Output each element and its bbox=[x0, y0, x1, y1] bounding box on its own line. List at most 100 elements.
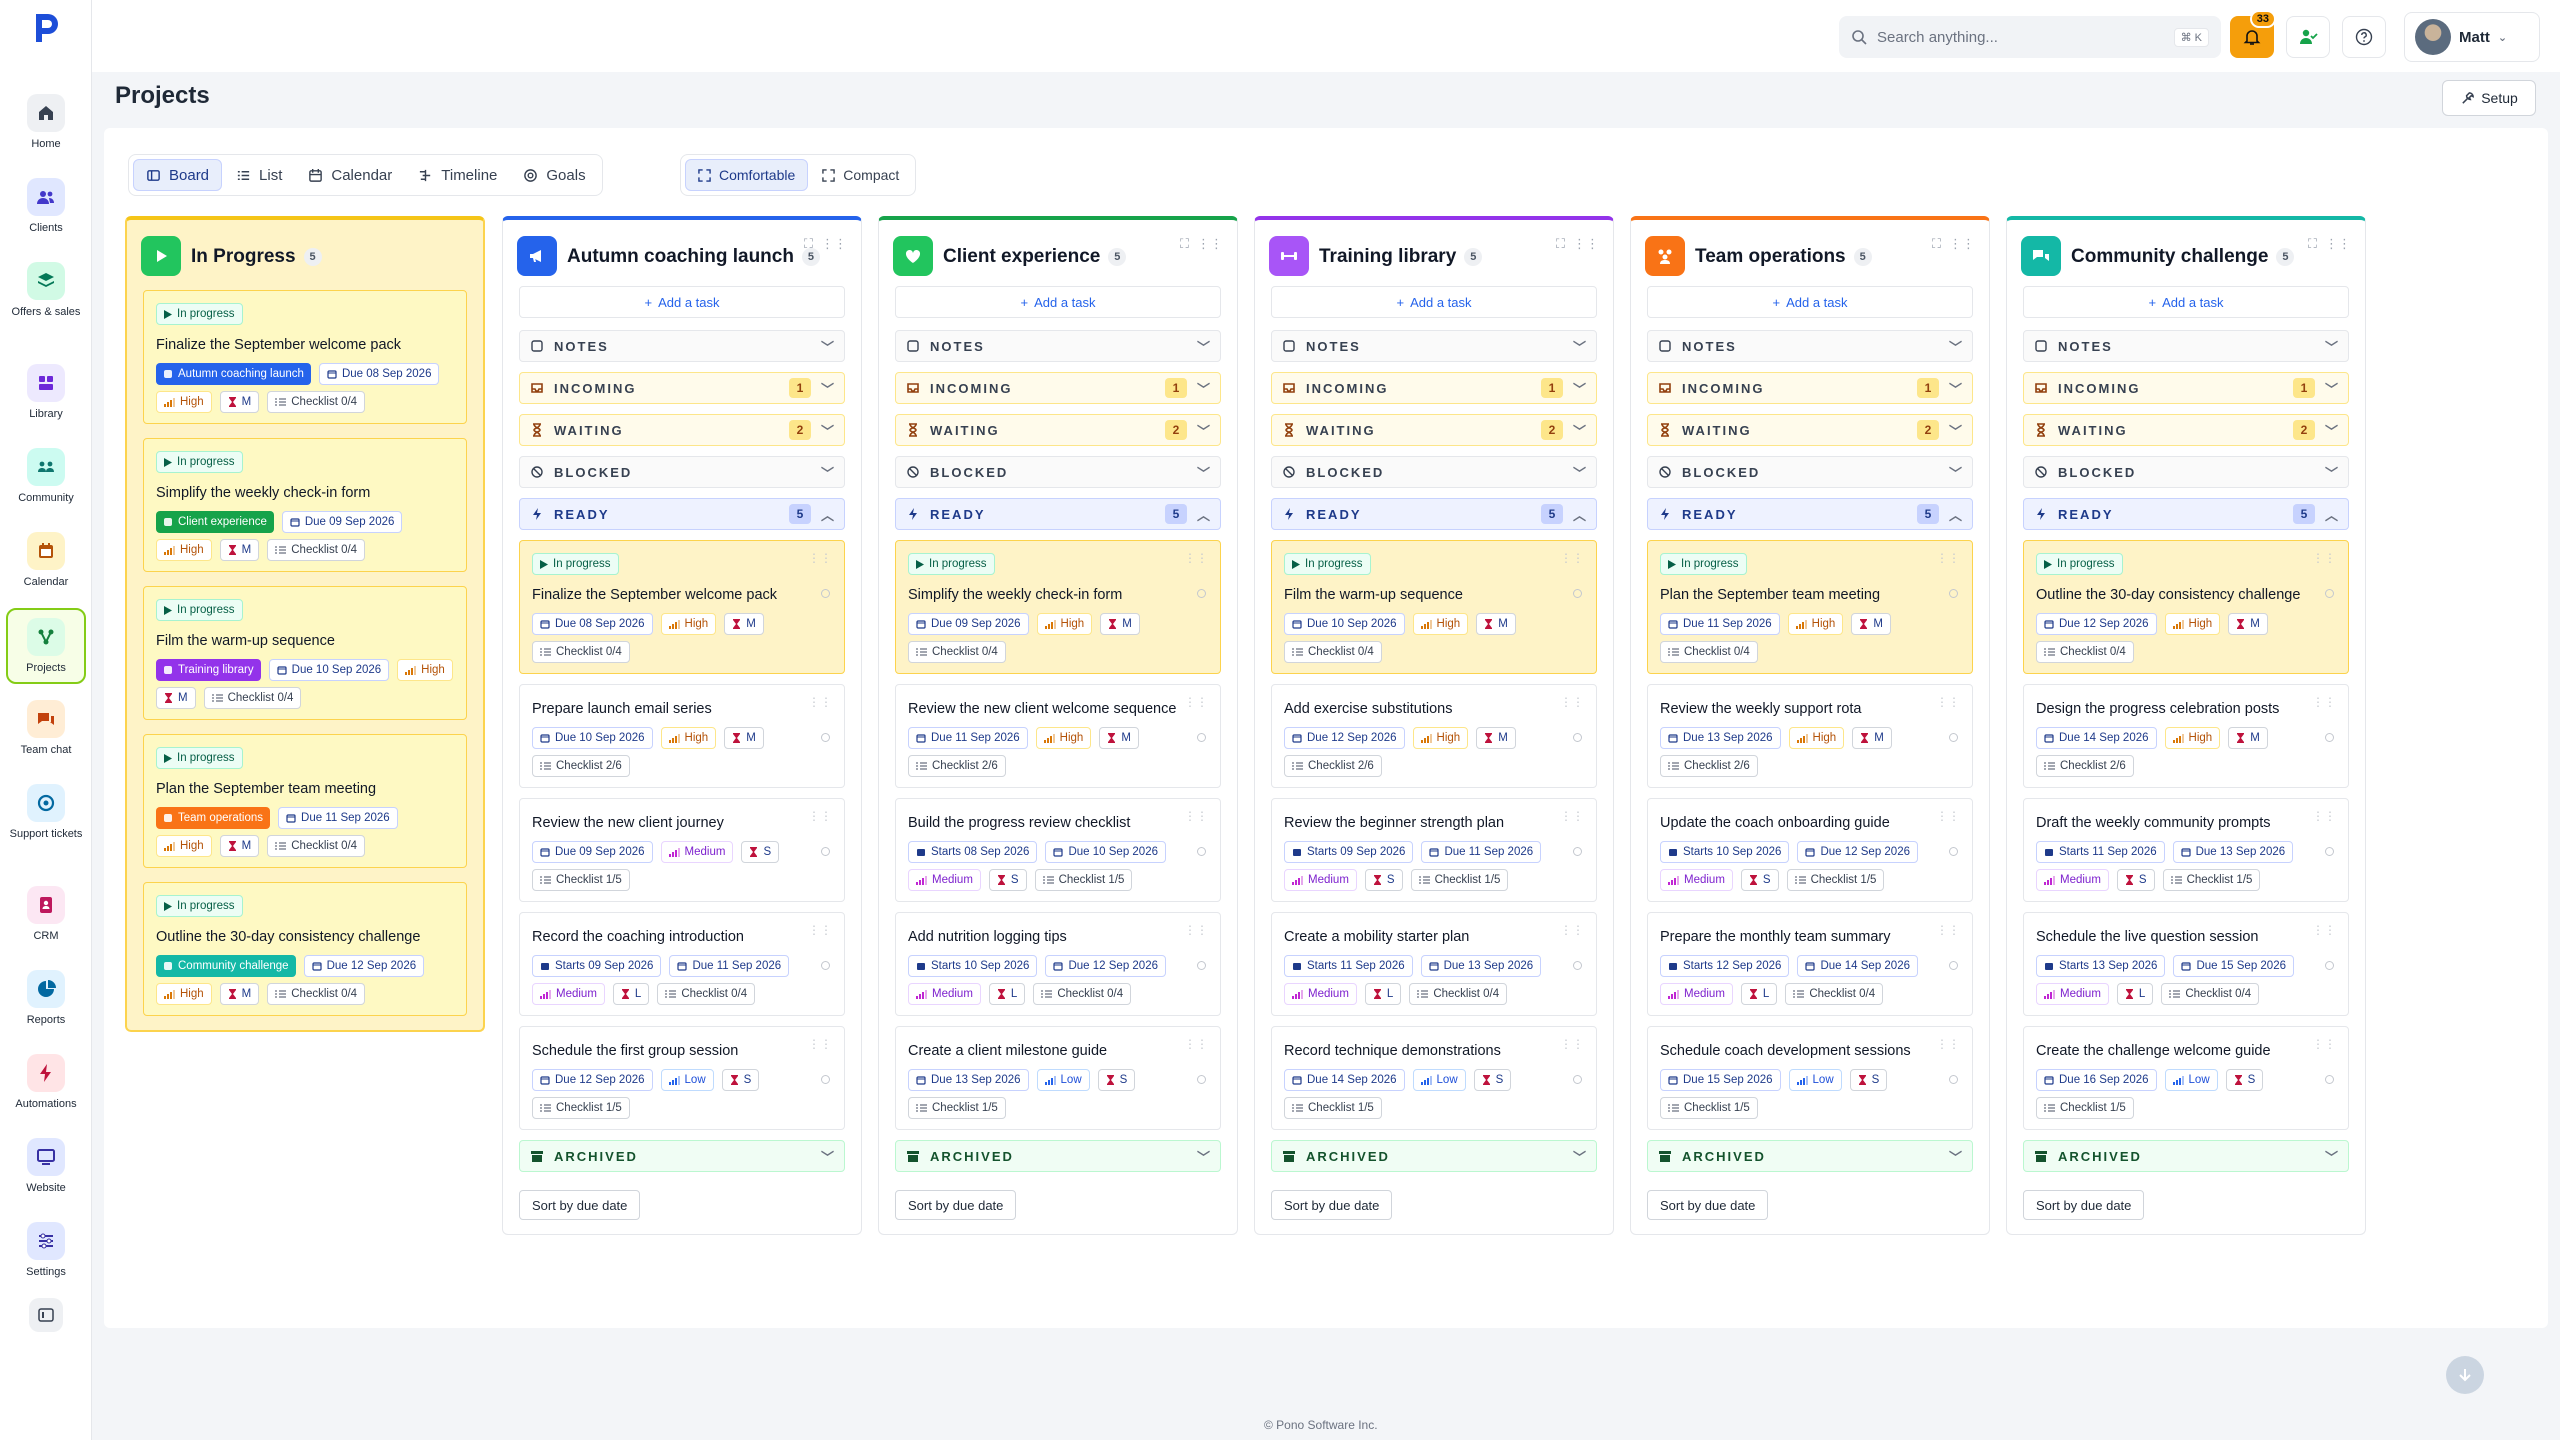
add-task-button[interactable]: + Add a task bbox=[1647, 286, 1973, 318]
chevron-up-icon[interactable]: ︿ bbox=[1948, 507, 1962, 523]
chevron-down-icon[interactable]: ﹀ bbox=[1948, 339, 1962, 355]
drag-handle-icon[interactable]: ⋮⋮ bbox=[2312, 1037, 2336, 1051]
drag-handle-icon[interactable]: ⋮⋮ bbox=[1573, 236, 1599, 251]
task-card[interactable]: ⋮⋮ In progress Film the warm-up sequence Du… bbox=[1271, 540, 1597, 674]
section-waiting[interactable]: WAITING 2 ﹀ bbox=[1647, 414, 1973, 446]
drag-handle-icon[interactable]: ⋮⋮ bbox=[1560, 695, 1584, 709]
section-incoming[interactable]: INCOMING 1 ﹀ bbox=[895, 372, 1221, 404]
sidebar-item-offers[interactable]: Offers & sales bbox=[6, 254, 86, 330]
section-incoming[interactable]: INCOMING 1 ﹀ bbox=[1271, 372, 1597, 404]
drag-handle-icon[interactable]: ⋮⋮ bbox=[808, 1037, 832, 1051]
task-card[interactable]: ⋮⋮ Review the weekly support rota Due 13 S… bbox=[1647, 684, 1973, 788]
drag-handle-icon[interactable]: ⋮⋮ bbox=[821, 236, 847, 251]
drag-handle-icon[interactable]: ⋮⋮ bbox=[1936, 1037, 1960, 1051]
project-chip[interactable]: Training library bbox=[156, 659, 261, 681]
complete-toggle[interactable] bbox=[1949, 589, 1958, 598]
chevron-down-icon[interactable]: ﹀ bbox=[1572, 339, 1586, 355]
drag-handle-icon[interactable]: ⋮⋮ bbox=[1949, 236, 1975, 251]
expand-icon[interactable]: ⛶ bbox=[2307, 236, 2317, 251]
expand-icon[interactable]: ⛶ bbox=[1555, 236, 1565, 251]
chevron-down-icon[interactable]: ﹀ bbox=[2324, 465, 2338, 481]
drag-handle-icon[interactable]: ⋮⋮ bbox=[1184, 695, 1208, 709]
drag-handle-icon[interactable]: ⋮⋮ bbox=[1560, 809, 1584, 823]
task-card[interactable]: ⋮⋮ Design the progress celebration posts D… bbox=[2023, 684, 2349, 788]
section-ready[interactable]: READY 5 ︿ bbox=[519, 498, 845, 530]
sidebar-item-automations[interactable]: Automations bbox=[6, 1046, 86, 1122]
tab-calendar[interactable]: Calendar bbox=[296, 159, 404, 191]
section-archived[interactable]: ARCHIVED ﹀ bbox=[895, 1140, 1221, 1172]
task-card[interactable]: ⋮⋮ Create a mobility starter plan Starts 1… bbox=[1271, 912, 1597, 1016]
drag-handle-icon[interactable]: ⋮⋮ bbox=[1560, 1037, 1584, 1051]
complete-toggle[interactable] bbox=[821, 1075, 830, 1084]
drag-handle-icon[interactable]: ⋮⋮ bbox=[1184, 923, 1208, 937]
chevron-down-icon[interactable]: ﹀ bbox=[2324, 339, 2338, 355]
tab-board[interactable]: Board bbox=[133, 159, 223, 191]
add-task-button[interactable]: + Add a task bbox=[1271, 286, 1597, 318]
chevron-down-icon[interactable]: ﹀ bbox=[2324, 1149, 2338, 1165]
tab-timeline[interactable]: Timeline bbox=[406, 159, 509, 191]
sidebar-item-website[interactable]: Website bbox=[6, 1130, 86, 1206]
task-card[interactable]: ⋮⋮ Review the new client journey Due 09 Se… bbox=[519, 798, 845, 902]
task-card[interactable]: ⋮⋮ Schedule the live question session Star… bbox=[2023, 912, 2349, 1016]
add-task-button[interactable]: + Add a task bbox=[2023, 286, 2349, 318]
complete-toggle[interactable] bbox=[1949, 847, 1958, 856]
task-card[interactable]: In progress Outline the 30-day consistenc… bbox=[143, 882, 467, 1016]
chevron-down-icon[interactable]: ﹀ bbox=[1196, 465, 1210, 481]
task-card[interactable]: ⋮⋮ Record technique demonstrations Due 14 … bbox=[1271, 1026, 1597, 1130]
task-card[interactable]: ⋮⋮ In progress Outline the 30-day consiste… bbox=[2023, 540, 2349, 674]
task-card[interactable]: ⋮⋮ Create the challenge welcome guide Due … bbox=[2023, 1026, 2349, 1130]
expand-icon[interactable]: ⛶ bbox=[1179, 236, 1189, 251]
sort-by-due-date-button[interactable]: Sort by due date bbox=[519, 1190, 641, 1220]
setup-button[interactable]: Setup bbox=[2442, 80, 2536, 116]
sidebar-item-settings[interactable]: Settings bbox=[6, 1214, 86, 1290]
complete-toggle[interactable] bbox=[1197, 733, 1206, 742]
drag-handle-icon[interactable]: ⋮⋮ bbox=[1936, 809, 1960, 823]
section-archived[interactable]: ARCHIVED ﹀ bbox=[1271, 1140, 1597, 1172]
complete-toggle[interactable] bbox=[1949, 961, 1958, 970]
section-notes[interactable]: NOTES ﹀ bbox=[895, 330, 1221, 362]
task-card[interactable]: ⋮⋮ Draft the weekly community prompts Star… bbox=[2023, 798, 2349, 902]
task-card[interactable]: ⋮⋮ Build the progress review checklist Sta… bbox=[895, 798, 1221, 902]
task-card[interactable]: ⋮⋮ Record the coaching introduction Starts… bbox=[519, 912, 845, 1016]
section-ready[interactable]: READY 5 ︿ bbox=[1271, 498, 1597, 530]
task-card[interactable]: ⋮⋮ Prepare launch email series Due 10 Sep … bbox=[519, 684, 845, 788]
section-ready[interactable]: READY 5 ︿ bbox=[2023, 498, 2349, 530]
task-card[interactable]: ⋮⋮ Schedule coach development sessions Due… bbox=[1647, 1026, 1973, 1130]
complete-toggle[interactable] bbox=[2325, 589, 2334, 598]
project-chip[interactable]: Autumn coaching launch bbox=[156, 363, 311, 385]
complete-toggle[interactable] bbox=[821, 847, 830, 856]
chevron-down-icon[interactable]: ﹀ bbox=[1196, 1149, 1210, 1165]
notifications-button[interactable]: 33 bbox=[2230, 10, 2276, 58]
chevron-down-icon[interactable]: ﹀ bbox=[820, 381, 834, 397]
sidebar-item-team-chat[interactable]: Team chat bbox=[6, 692, 86, 768]
task-card[interactable]: ⋮⋮ In progress Plan the September team mee… bbox=[1647, 540, 1973, 674]
section-blocked[interactable]: BLOCKED ﹀ bbox=[519, 456, 845, 488]
chevron-down-icon[interactable]: ﹀ bbox=[1572, 381, 1586, 397]
task-card[interactable]: ⋮⋮ Review the beginner strength plan Start… bbox=[1271, 798, 1597, 902]
sidebar-item-crm[interactable]: CRM bbox=[6, 878, 86, 954]
density-compact[interactable]: Compact bbox=[810, 159, 911, 191]
search-input[interactable]: Search anything... bbox=[1877, 28, 1998, 46]
sidebar-item-projects[interactable]: Projects bbox=[6, 608, 86, 684]
chevron-up-icon[interactable]: ︿ bbox=[1196, 507, 1210, 523]
complete-toggle[interactable] bbox=[2325, 1075, 2334, 1084]
complete-toggle[interactable] bbox=[821, 589, 830, 598]
section-notes[interactable]: NOTES ﹀ bbox=[1647, 330, 1973, 362]
chevron-down-icon[interactable]: ﹀ bbox=[2324, 381, 2338, 397]
task-card[interactable]: ⋮⋮ Prepare the monthly team summary Starts… bbox=[1647, 912, 1973, 1016]
complete-toggle[interactable] bbox=[2325, 733, 2334, 742]
add-task-button[interactable]: + Add a task bbox=[895, 286, 1221, 318]
drag-handle-icon[interactable]: ⋮⋮ bbox=[808, 695, 832, 709]
complete-toggle[interactable] bbox=[821, 733, 830, 742]
complete-toggle[interactable] bbox=[1573, 847, 1582, 856]
section-incoming[interactable]: INCOMING 1 ﹀ bbox=[519, 372, 845, 404]
task-card[interactable]: ⋮⋮ Add exercise substitutions Due 12 Sep 2… bbox=[1271, 684, 1597, 788]
task-card[interactable]: In progress Simplify the weekly check-in … bbox=[143, 438, 467, 572]
chevron-down-icon[interactable]: ﹀ bbox=[1572, 465, 1586, 481]
section-notes[interactable]: NOTES ﹀ bbox=[2023, 330, 2349, 362]
task-card[interactable]: ⋮⋮ Update the coach onboarding guide Start… bbox=[1647, 798, 1973, 902]
complete-toggle[interactable] bbox=[2325, 961, 2334, 970]
app-logo-icon[interactable] bbox=[28, 10, 64, 46]
tab-goals[interactable]: Goals bbox=[511, 159, 597, 191]
chevron-up-icon[interactable]: ︿ bbox=[1572, 507, 1586, 523]
